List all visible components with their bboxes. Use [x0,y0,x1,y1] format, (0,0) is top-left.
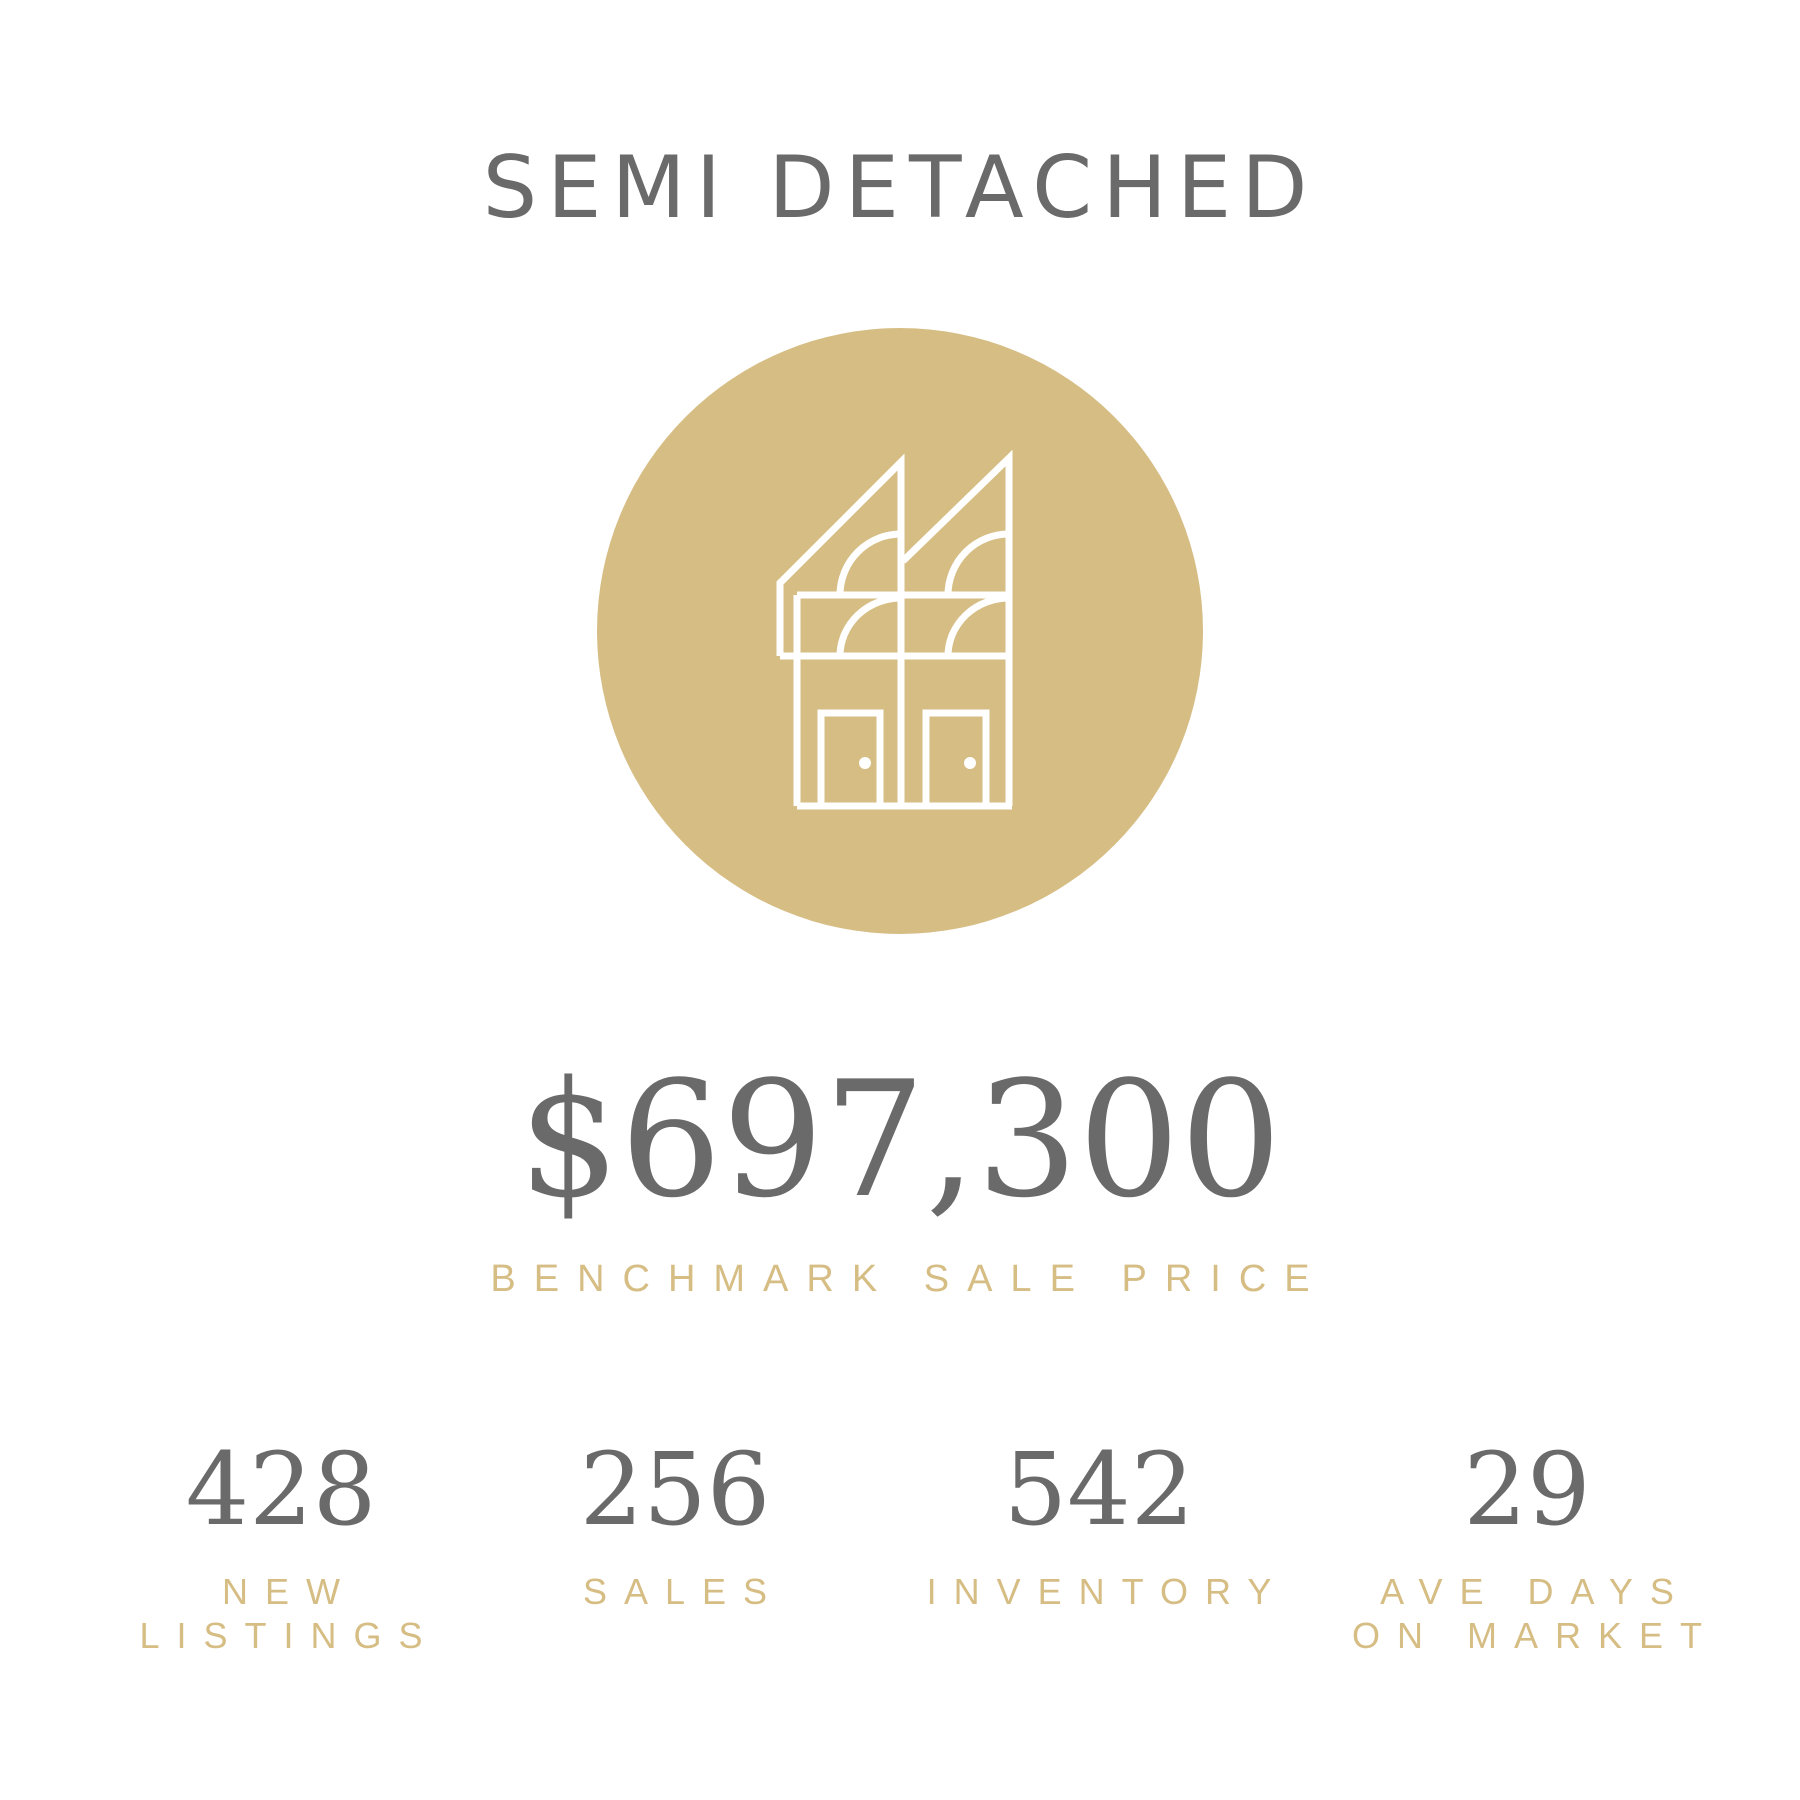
label-line: LISTINGS [139,1615,440,1656]
stat-label: INVENTORY [889,1570,1309,1614]
label-line: AVE DAYS [1380,1571,1691,1612]
stat-sales: 256 SALES [465,1440,885,1614]
stat-label: NEW LISTINGS [71,1570,491,1658]
stat-new-listings: 428 NEW LISTINGS [71,1440,491,1658]
label-line: SALES [582,1571,785,1612]
stat-label: SALES [465,1570,885,1614]
stat-value: 256 [579,1431,771,1548]
benchmark-label: BENCHMARK SALE PRICE [490,1258,1328,1300]
benchmark-price: $697,300 [518,1046,1282,1233]
stat-label: AVE DAYS ON MARKET [1317,1570,1737,1658]
stat-inventory: 542 INVENTORY [889,1440,1309,1614]
label-line: NEW [222,1571,357,1612]
page-title: SEMI DETACHED [482,138,1318,238]
stat-ave-days-on-market: 29 AVE DAYS ON MARKET [1317,1440,1737,1658]
stat-value: 428 [185,1431,377,1548]
semi-detached-house-icon [776,449,1013,810]
stat-value: 542 [1003,1431,1195,1548]
label-line: INVENTORY [926,1571,1289,1612]
label-line: ON MARKET [1351,1615,1719,1656]
stat-value: 29 [1463,1431,1591,1548]
